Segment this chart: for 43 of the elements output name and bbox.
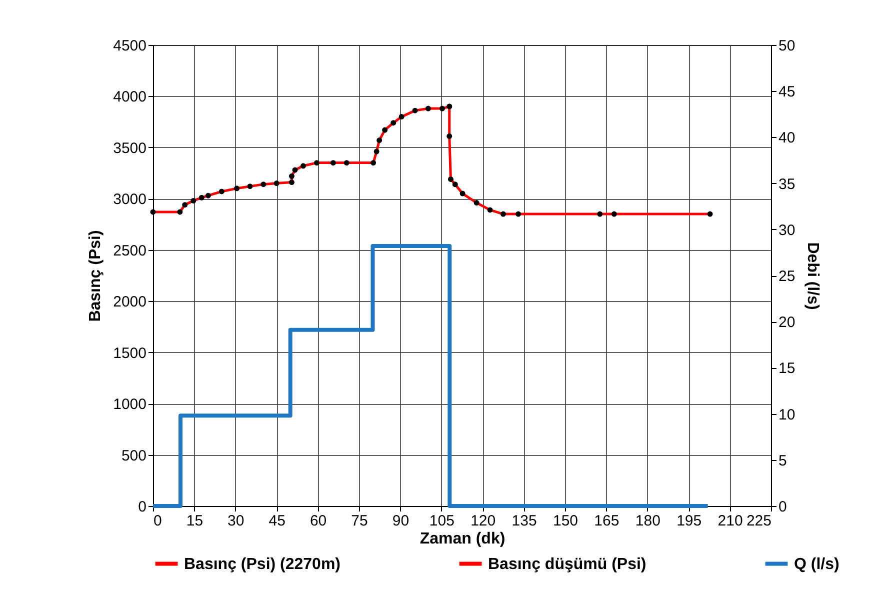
x-axis-title: Zaman (dk) xyxy=(420,530,506,548)
x-tick-label: 105 xyxy=(429,512,454,530)
legend-label: Basınç düşümü (Psi) xyxy=(488,556,646,573)
x-tick-label: 165 xyxy=(594,512,620,530)
x-tick-label: 75 xyxy=(351,512,368,530)
y-tick-label: 4000 xyxy=(113,88,146,106)
y2-tick-label: 35 xyxy=(778,176,796,193)
x-tick-label: 90 xyxy=(392,512,410,530)
x-tick-label: 45 xyxy=(268,512,286,530)
y2-tick-label: 30 xyxy=(778,222,796,239)
y2-tick-label: 15 xyxy=(778,360,796,378)
y2-tick-label: 20 xyxy=(778,314,796,332)
x-tick-label: 180 xyxy=(635,512,660,530)
y2-tick-label: 0 xyxy=(778,498,787,516)
x-tick-label: 150 xyxy=(552,512,578,530)
y-tick-label: 3500 xyxy=(113,140,146,157)
x-tick-label: 0 xyxy=(154,512,162,530)
y-tick-label: 4500 xyxy=(113,38,146,54)
y2-tick-label: 10 xyxy=(778,406,796,424)
legend-label: Basınç (Psi) (2270m) xyxy=(184,556,341,573)
y-tick-label: 500 xyxy=(121,447,146,464)
legend-label: Q (l/s) xyxy=(794,556,840,573)
y-axis-title: Basınç (Psi) xyxy=(87,230,104,322)
y-tick-label: 3000 xyxy=(113,191,146,208)
y2-axis-title: Debi (l/s) xyxy=(804,242,822,310)
y-tick-label: 2000 xyxy=(113,294,146,311)
y-tick-label: 2500 xyxy=(113,242,146,260)
x-tick-label: 135 xyxy=(512,512,537,530)
y-tick-label: 1500 xyxy=(113,344,146,362)
y2-tick-label: 40 xyxy=(778,130,796,147)
x-tick-label: 15 xyxy=(186,512,204,530)
x-tick-label: 30 xyxy=(228,512,244,530)
y2-tick-label: 50 xyxy=(778,38,796,54)
y-tick-label: 0 xyxy=(138,498,146,516)
y2-tick-label: 45 xyxy=(778,84,796,101)
x-tick-label: 195 xyxy=(676,512,702,530)
y-tick-label: 1000 xyxy=(113,396,146,414)
y2-tick-label: 5 xyxy=(778,452,787,470)
x-tick-label: 120 xyxy=(470,512,496,530)
x-tick-label: 60 xyxy=(310,512,327,530)
x-tick-label: 225 xyxy=(746,512,772,530)
x-tick-label: 210 xyxy=(718,512,743,530)
y2-tick-label: 25 xyxy=(778,268,796,285)
